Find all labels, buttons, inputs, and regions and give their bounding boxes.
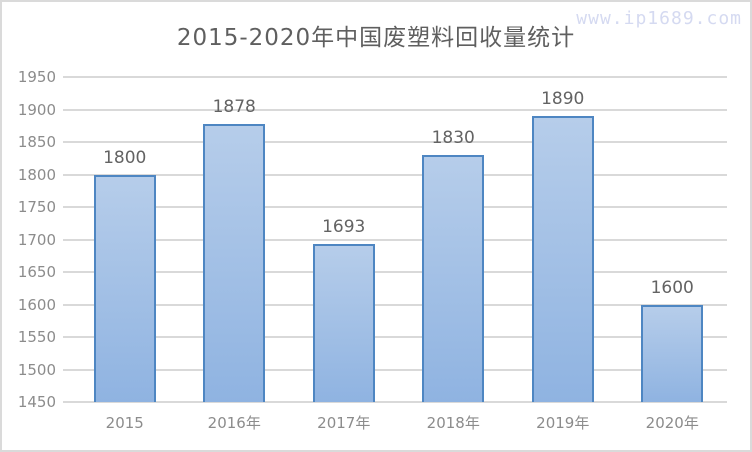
- x-axis-label: 2015: [105, 414, 144, 432]
- x-axis-label: 2016年: [207, 414, 261, 432]
- x-axis-label: 2018年: [426, 414, 480, 432]
- y-tick-label: 1600: [17, 295, 56, 314]
- y-tick-label: 1800: [17, 165, 56, 184]
- plot-area: 1450 1500 1550 1600 1650 1700 1750 1800 1850 1900…: [18, 68, 727, 432]
- bar-value-label: 1800: [103, 147, 147, 168]
- gridline: [70, 238, 727, 241]
- gridline: [70, 206, 727, 208]
- y-tick-label: 1750: [17, 198, 56, 216]
- gridline: [70, 173, 727, 176]
- y-tick-mark: [63, 76, 70, 78]
- gridline: [70, 108, 727, 111]
- gridline: [70, 401, 727, 403]
- x-axis-label: 2019年: [536, 414, 590, 432]
- chart-title: 2015-2020年中国废塑料回收量统计: [176, 25, 576, 51]
- y-tick-mark: [63, 141, 70, 143]
- bar: [531, 116, 594, 402]
- gridline: [70, 271, 727, 273]
- y-tick-label: 1900: [17, 100, 56, 119]
- bar-value-label: 1600: [650, 277, 694, 298]
- bar-value-label: 1890: [541, 89, 585, 109]
- bar: [641, 304, 704, 402]
- bar: [203, 123, 266, 402]
- y-tick-mark: [63, 173, 70, 176]
- y-tick-mark: [63, 303, 70, 306]
- bar: [312, 244, 375, 402]
- bar: [422, 155, 485, 402]
- y-tick-label: 1500: [17, 360, 56, 379]
- y-tick-label: 1700: [17, 230, 56, 249]
- bar-value-label: 1693: [322, 217, 366, 238]
- bar-value-label: 1830: [431, 128, 475, 148]
- y-tick-mark: [63, 401, 70, 403]
- y-tick-label: 1650: [17, 263, 56, 281]
- gridline: [70, 336, 727, 338]
- gridline: [70, 141, 727, 143]
- y-tick-label: 1950: [17, 68, 56, 86]
- y-tick-label: 1450: [17, 393, 56, 411]
- gridline: [70, 368, 727, 371]
- bar-value-label: 1878: [212, 96, 256, 117]
- y-tick-mark: [63, 206, 70, 208]
- y-tick-mark: [63, 336, 70, 338]
- y-tick-mark: [63, 238, 70, 241]
- x-axis-label: 2017年: [317, 414, 371, 432]
- y-tick-mark: [63, 368, 70, 371]
- y-tick-mark: [63, 271, 70, 273]
- y-tick-mark: [63, 108, 70, 111]
- y-tick-label: 1550: [17, 328, 56, 346]
- x-axis-label: 2020年: [645, 414, 699, 432]
- watermark: www.ip1689.com: [576, 8, 742, 29]
- y-tick-label: 1850: [17, 133, 56, 151]
- bar: [93, 174, 156, 402]
- gridline: [70, 76, 727, 78]
- gridline: [70, 303, 727, 306]
